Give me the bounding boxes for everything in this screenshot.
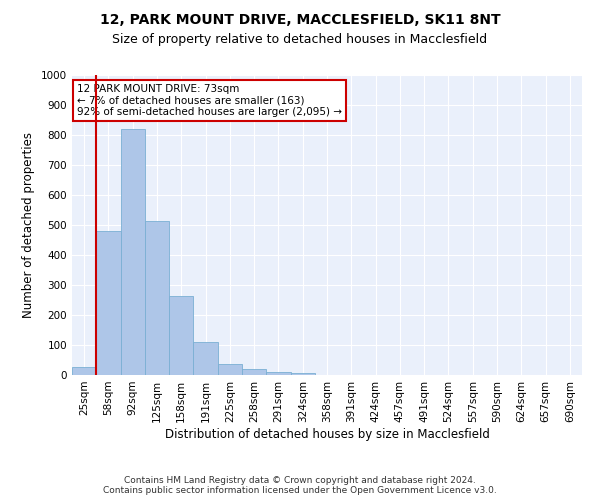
Bar <box>218 364 242 375</box>
Bar <box>290 373 315 375</box>
Bar <box>121 129 145 375</box>
Text: Size of property relative to detached houses in Macclesfield: Size of property relative to detached ho… <box>112 32 488 46</box>
Y-axis label: Number of detached properties: Number of detached properties <box>22 132 35 318</box>
Text: Contains HM Land Registry data © Crown copyright and database right 2024.
Contai: Contains HM Land Registry data © Crown c… <box>103 476 497 495</box>
Text: 12, PARK MOUNT DRIVE, MACCLESFIELD, SK11 8NT: 12, PARK MOUNT DRIVE, MACCLESFIELD, SK11… <box>100 12 500 26</box>
Bar <box>72 366 96 375</box>
Bar <box>169 296 193 375</box>
Bar <box>145 220 169 375</box>
Bar <box>242 369 266 375</box>
Bar <box>193 342 218 375</box>
X-axis label: Distribution of detached houses by size in Macclesfield: Distribution of detached houses by size … <box>164 428 490 440</box>
Bar <box>266 372 290 375</box>
Bar <box>96 231 121 375</box>
Text: 12 PARK MOUNT DRIVE: 73sqm
← 7% of detached houses are smaller (163)
92% of semi: 12 PARK MOUNT DRIVE: 73sqm ← 7% of detac… <box>77 84 342 117</box>
